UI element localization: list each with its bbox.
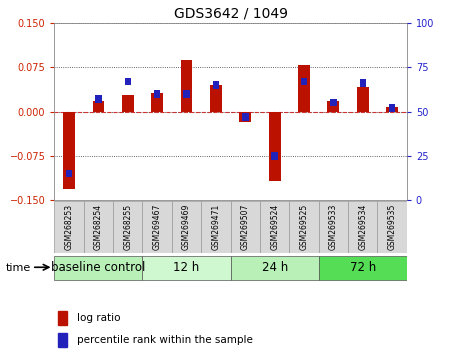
Bar <box>319 256 407 280</box>
Text: 12 h: 12 h <box>174 261 200 274</box>
Text: GSM269535: GSM269535 <box>387 204 396 250</box>
Bar <box>142 256 230 280</box>
Bar <box>377 201 407 253</box>
Text: 24 h: 24 h <box>262 261 288 274</box>
Bar <box>66 170 72 177</box>
Bar <box>298 65 310 112</box>
Text: GSM269469: GSM269469 <box>182 204 191 250</box>
Bar <box>54 256 142 280</box>
Bar <box>58 312 67 325</box>
Text: GSM268253: GSM268253 <box>65 204 74 250</box>
Text: baseline control: baseline control <box>51 261 146 274</box>
Bar <box>63 112 75 189</box>
Bar <box>95 95 102 103</box>
Bar <box>386 107 398 112</box>
Bar <box>151 93 163 112</box>
Text: GSM269525: GSM269525 <box>299 204 308 250</box>
Bar <box>301 78 307 85</box>
Bar <box>184 90 190 98</box>
Bar <box>113 201 142 253</box>
Bar <box>181 59 193 112</box>
Title: GDS3642 / 1049: GDS3642 / 1049 <box>174 6 288 21</box>
Bar <box>142 201 172 253</box>
Text: GSM268255: GSM268255 <box>123 204 132 250</box>
Bar <box>260 201 289 253</box>
Text: GSM269467: GSM269467 <box>153 204 162 250</box>
Bar <box>93 101 105 112</box>
Text: GSM269534: GSM269534 <box>358 204 367 250</box>
Text: percentile rank within the sample: percentile rank within the sample <box>77 335 253 345</box>
Text: log ratio: log ratio <box>77 313 121 323</box>
Bar <box>58 333 67 347</box>
Bar <box>122 95 134 112</box>
Text: GSM269524: GSM269524 <box>270 204 279 250</box>
Bar <box>330 99 337 107</box>
Bar <box>230 256 319 280</box>
Bar <box>327 101 339 112</box>
Bar <box>239 112 251 122</box>
Bar <box>172 201 201 253</box>
Bar <box>54 201 84 253</box>
Bar <box>389 104 395 112</box>
Bar <box>357 87 368 112</box>
Bar <box>272 152 278 160</box>
Bar <box>201 201 230 253</box>
Text: time: time <box>6 263 31 273</box>
Bar <box>319 201 348 253</box>
Bar <box>210 85 222 112</box>
Text: GSM269507: GSM269507 <box>241 204 250 250</box>
Bar <box>359 79 366 87</box>
Bar <box>269 112 280 181</box>
Text: GSM268254: GSM268254 <box>94 204 103 250</box>
Bar <box>289 201 319 253</box>
Bar <box>154 90 160 98</box>
Text: GSM269533: GSM269533 <box>329 204 338 250</box>
Bar <box>348 201 377 253</box>
Bar <box>230 201 260 253</box>
Bar <box>242 113 248 121</box>
Bar <box>84 201 113 253</box>
Bar <box>213 81 219 89</box>
Text: 72 h: 72 h <box>350 261 376 274</box>
Text: GSM269471: GSM269471 <box>211 204 220 250</box>
Bar <box>124 78 131 85</box>
